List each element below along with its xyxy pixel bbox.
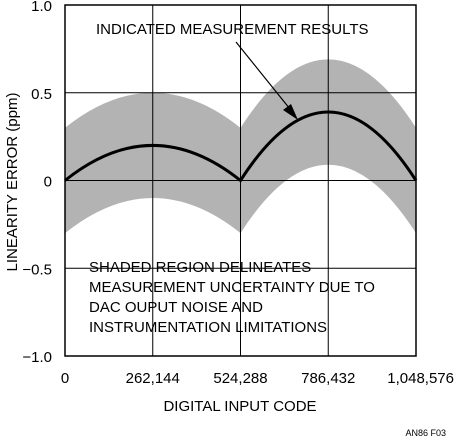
annotation-arrow [235,41,298,120]
x-tick-label: 1,048,576 [387,370,454,387]
y-tick-label: 0.5 [31,86,52,103]
shaded-region-note: SHADED REGION DELINEATES MEASUREMENT UNC… [89,259,375,336]
annotation-arrowhead [283,104,298,120]
shaded-note-line: SHADED REGION DELINEATES [89,259,311,276]
x-tick-label: 524,288 [213,370,267,387]
shaded-note-line: MEASUREMENT UNCERTAINTY DUE TO [89,279,375,296]
figure-id: AN86 F03 [405,428,446,438]
annotation-arrow-line [235,41,295,115]
tick-label-layer: 1.0 0.5 0 −0.5 −1.0 0 262,144 524,288 786,432 1,0… [22,0,454,387]
y-tick-label: −1.0 [22,349,52,366]
x-tick-label: 786,432 [301,370,355,387]
curve-layer [64,110,418,183]
y-tick-label: −0.5 [22,261,52,278]
y-tick-label: 1.0 [31,0,52,15]
x-axis-label: DIGITAL INPUT CODE [163,398,316,415]
x-tick-label: 262,144 [126,370,180,387]
x-tick-label: 0 [61,370,69,387]
shaded-note-line: DAC OUPUT NOISE AND [89,299,263,316]
series-line-measurement-results [64,110,418,183]
y-axis-label: LINEARITY ERROR (ppm) [4,93,21,272]
curve-annotation-label: INDICATED MEASUREMENT RESULTS [96,21,369,38]
y-tick-label: 0 [44,174,52,191]
shaded-note-line: INSTRUMENTATION LIMITATIONS [89,319,327,336]
